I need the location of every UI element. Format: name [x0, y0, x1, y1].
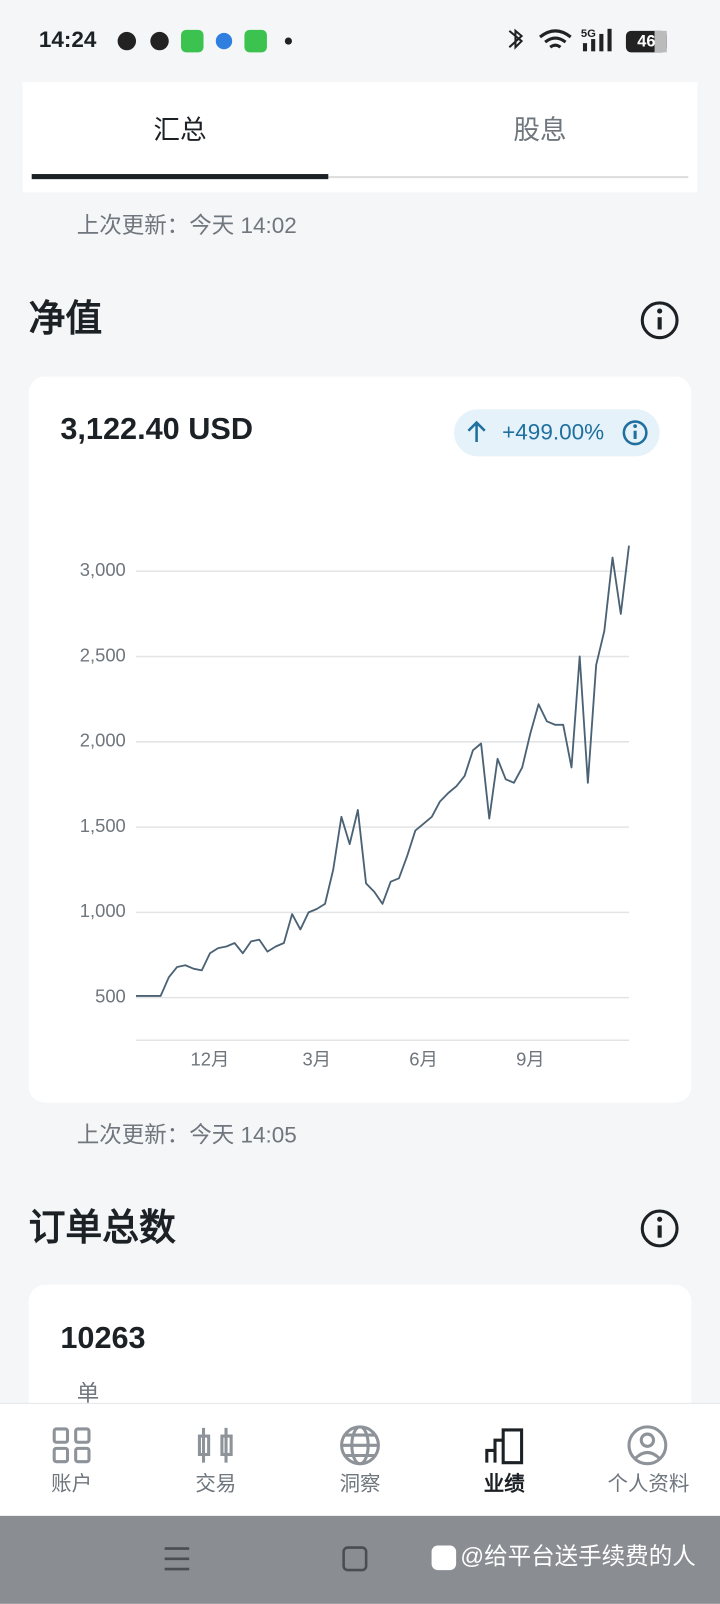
change-percent: +499.00%: [502, 420, 604, 445]
chart-card: [28, 376, 692, 1103]
system-icons: 5G 46: [508, 28, 667, 53]
tab[interactable]: 股息: [513, 115, 566, 145]
section-title: 净值: [29, 298, 103, 339]
order-unit: 单: [77, 1381, 100, 1406]
nav-item[interactable]: 个人资料: [608, 1473, 690, 1496]
network-type: 5G: [581, 28, 596, 40]
change-badge: [454, 409, 660, 457]
bottom-nav: [0, 1403, 720, 1516]
nav-item[interactable]: 洞察: [340, 1473, 381, 1496]
info-icon[interactable]: [622, 420, 648, 446]
y-tick-label: 1,000: [80, 900, 126, 921]
x-tick-label: 9月: [516, 1049, 545, 1070]
watermark-logo: [431, 1545, 457, 1571]
plot: 500 1,000 1,500 2,000 2,500 3,000 12月 3月 6月 9月: [80, 545, 630, 1070]
system-nav: [0, 1515, 720, 1604]
nav-icons: [52, 1425, 668, 1466]
y-tick-label: 2,500: [80, 644, 126, 665]
tab[interactable]: 汇总: [153, 115, 206, 145]
x-tick-label: 12月: [191, 1049, 230, 1070]
home-button[interactable]: [342, 1546, 368, 1572]
x-tick-label: 3月: [302, 1049, 331, 1070]
nav-item[interactable]: 业绩: [484, 1472, 525, 1496]
section-title: 订单总数: [29, 1207, 176, 1248]
menu-button[interactable]: [164, 1547, 190, 1571]
y-tick-label: 500: [95, 986, 126, 1007]
battery-level: 46: [637, 32, 655, 50]
up-arrow: [467, 420, 486, 442]
line: [136, 545, 630, 997]
nav-item[interactable]: 账户: [51, 1473, 92, 1496]
info-icon[interactable]: [640, 301, 679, 340]
amount: 3,122.40 USD: [60, 411, 253, 446]
notification-icons: [117, 29, 292, 53]
y-tick-label: 3,000: [80, 559, 126, 580]
nav-item[interactable]: 交易: [195, 1473, 236, 1496]
update-time: 上次更新：今天 14:02: [77, 213, 297, 238]
tab-indicator: [31, 174, 329, 180]
status-time: 14:24: [39, 27, 97, 52]
tab-track: [31, 176, 689, 179]
update-time: 上次更新：今天 14:05: [77, 1122, 297, 1147]
y-tick-label: 1,500: [80, 815, 126, 836]
x-tick-label: 6月: [409, 1049, 438, 1070]
info-icon[interactable]: [640, 1209, 679, 1248]
watermark: @给平台送手续费的人: [460, 1543, 696, 1569]
y-tick-label: 2,000: [80, 730, 126, 751]
order-count: 10263: [60, 1320, 145, 1355]
